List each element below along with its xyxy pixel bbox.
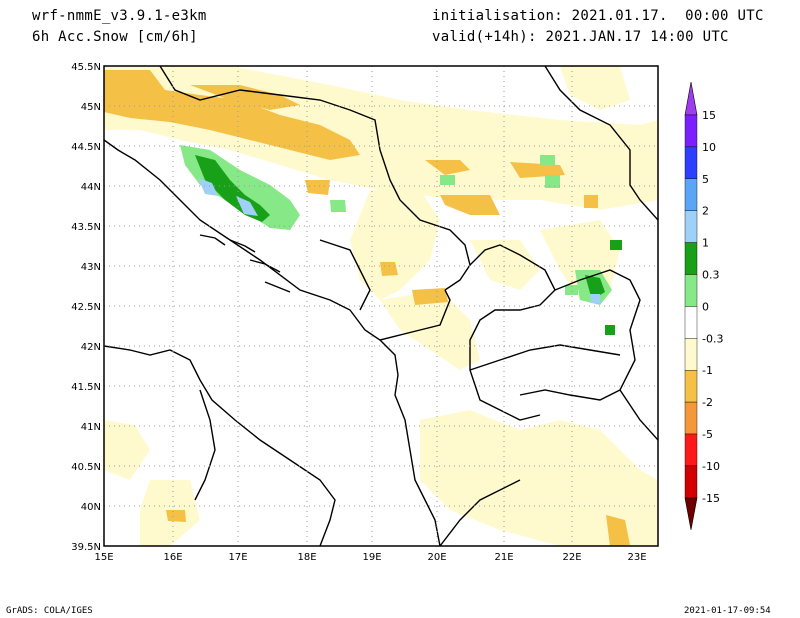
footer-credit: GrADS: COLA/IGES: [6, 606, 93, 616]
colorbar-label: -2: [702, 396, 713, 409]
colorbar-segment: [684, 306, 698, 339]
colorbar-label: -0.3: [702, 332, 723, 345]
colorbar-label: 10: [702, 141, 716, 154]
lat-tick: 41.5N: [71, 382, 101, 393]
lat-tick: 41N: [81, 422, 101, 433]
colorbar-label: -5: [702, 428, 713, 441]
gridlines: [104, 66, 658, 546]
colorbar-segment: [684, 433, 698, 467]
lat-tick: 40.5N: [71, 462, 101, 473]
colorbar-label: -1: [702, 364, 713, 377]
map-frame: [103, 65, 659, 547]
lon-tick: 16E: [163, 552, 182, 563]
colorbar: 15 10 5 2 1 0.3 0 -0.3 -1 -2 -5 -10 -15: [684, 81, 723, 531]
model-title: wrf-nmmE_v3.9.1-e3km: [32, 8, 207, 24]
colorbar-segment: [684, 338, 698, 371]
lat-tick: 42N: [81, 342, 101, 353]
colorbar-segment: [684, 242, 698, 275]
colorbar-label: 2: [702, 205, 709, 218]
variable-title: 6h Acc.Snow [cm/6h]: [32, 29, 198, 45]
lon-tick: 23E: [627, 552, 646, 563]
footer-timestamp: 2021-01-17-09:54: [684, 606, 771, 616]
colorbar-label: 5: [702, 173, 709, 186]
colorbar-segment: [684, 274, 698, 307]
lat-tick: 44N: [81, 182, 101, 193]
colorbar-segment: [684, 465, 698, 498]
colorbar-top-arrow: [684, 81, 698, 116]
colorbar-segment: [684, 146, 698, 179]
lat-tick: 45.5N: [71, 62, 101, 73]
colorbar-segment: [684, 114, 698, 148]
lon-tick: 18E: [297, 552, 316, 563]
colorbar-label: 15: [702, 109, 716, 122]
lon-tick: 19E: [362, 552, 381, 563]
lon-tick: 20E: [427, 552, 446, 563]
lon-tick: 22E: [562, 552, 581, 563]
valid-time: valid(+14h): 2021.JAN.17 14:00 UTC: [432, 29, 729, 45]
lat-tick: 39.5N: [71, 542, 101, 553]
lat-tick: 42.5N: [71, 302, 101, 313]
colorbar-segment: [684, 178, 698, 211]
coastlines: [104, 66, 658, 546]
colorbar-segment: [684, 370, 698, 403]
lat-tick: 44.5N: [71, 142, 101, 153]
colorbar-bottom-arrow: [684, 497, 698, 531]
colorbar-label: -15: [702, 492, 720, 505]
colorbar-label: 0.3: [702, 269, 720, 282]
colorbar-label: 0: [702, 300, 709, 313]
lat-tick: 40N: [81, 502, 101, 513]
colorbar-segment: [684, 210, 698, 243]
lon-tick: 15E: [94, 552, 113, 563]
lat-tick: 45N: [81, 102, 101, 113]
colorbar-segment: [684, 401, 698, 435]
colorbar-label: 1: [702, 237, 709, 250]
init-time: initialisation: 2021.01.17. 00:00 UTC: [432, 8, 764, 24]
snow-field: [104, 66, 658, 546]
lon-tick: 17E: [228, 552, 247, 563]
colorbar-label: -10: [702, 460, 720, 473]
lat-tick: 43.5N: [71, 222, 101, 233]
lon-tick: 21E: [494, 552, 513, 563]
lat-tick: 43N: [81, 262, 101, 273]
